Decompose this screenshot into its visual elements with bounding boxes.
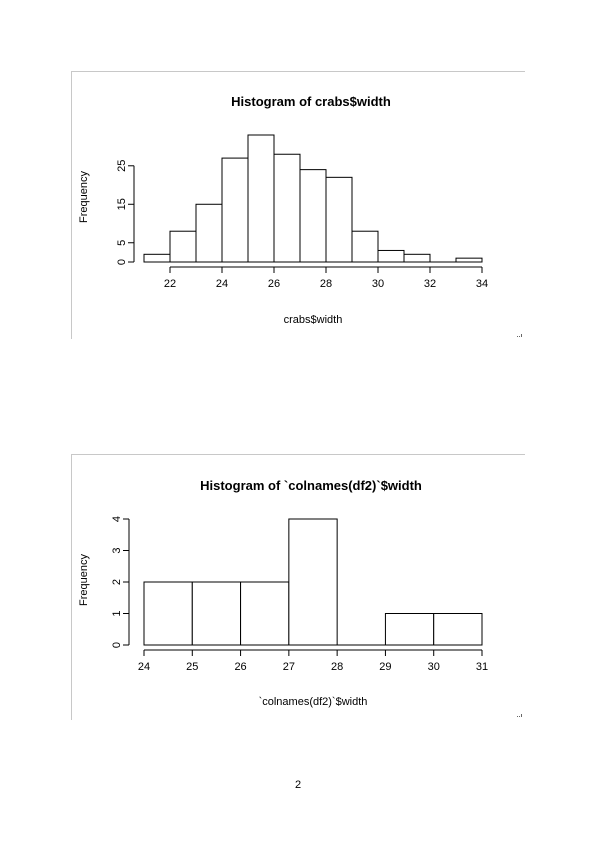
x-tick-label: 30 [428,661,440,673]
histogram-crabs-width: Histogram of crabs$width crabs$width Fre… [71,71,525,339]
x-tick-label: 28 [320,278,332,290]
histogram-bar [299,169,327,263]
x-tick-label: 31 [476,661,488,673]
histogram-bar [384,613,435,646]
histogram-bar [455,257,483,263]
x-tick-label: 27 [283,661,295,673]
histogram-bar [247,134,275,263]
x-tick-label: 24 [138,661,150,673]
histogram-bar [273,153,301,263]
x-tick-label: 26 [234,661,246,673]
chart-svg: Histogram of crabs$width crabs$width Fre… [78,94,488,326]
x-axis-label: crabs$width [284,314,343,326]
y-axis-label: Frequency [78,171,90,223]
y-tick-label: 4 [111,516,123,522]
histogram-bar [240,581,290,646]
x-axis-label: `colnames(df2)`$width [259,696,368,708]
y-tick-label: 1 [111,610,123,616]
corner-mark [517,714,523,717]
histogram-bar [143,581,193,646]
histogram-bar [377,249,405,263]
histogram-bar [195,203,223,263]
x-tick-label: 25 [186,661,198,673]
x-tick-label: 34 [476,278,488,290]
histogram-bar [351,230,379,263]
frame-top-edge [71,71,525,72]
histogram-bar [403,253,431,263]
chart-title: Histogram of crabs$width [231,94,391,109]
x-tick-label: 26 [268,278,280,290]
x-tick-label: 28 [331,661,343,673]
corner-mark [517,334,523,337]
page-number: 2 [294,779,302,791]
x-tick-label: 32 [424,278,436,290]
x-tick-label: 29 [379,661,391,673]
y-tick-label: 0 [116,259,128,265]
histogram-bar [143,253,171,263]
histogram-bar [288,518,338,646]
y-tick-label: 25 [116,160,128,172]
frame-top-edge [71,454,525,455]
x-tick-label: 24 [216,278,228,290]
histogram-bar [433,613,483,646]
histogram-bar [325,176,353,263]
frame-left-edge [71,454,72,720]
chart-svg: Histogram of `colnames(df2)`$width `coln… [78,478,488,708]
x-tick-label: 30 [372,278,384,290]
y-tick-label: 2 [111,579,123,585]
frame-left-edge [71,71,72,339]
histogram-colnames-width: Histogram of `colnames(df2)`$width `coln… [71,454,525,720]
y-tick-label: 15 [116,198,128,210]
histogram-bar [221,157,249,263]
y-axis-label: Frequency [78,554,90,606]
chart-title: Histogram of `colnames(df2)`$width [200,478,422,493]
histogram-bar [191,581,242,646]
y-tick-label: 0 [111,642,123,648]
y-tick-label: 5 [116,240,128,246]
histogram-bar [169,230,197,263]
x-tick-label: 22 [164,278,176,290]
y-tick-label: 3 [111,547,123,553]
